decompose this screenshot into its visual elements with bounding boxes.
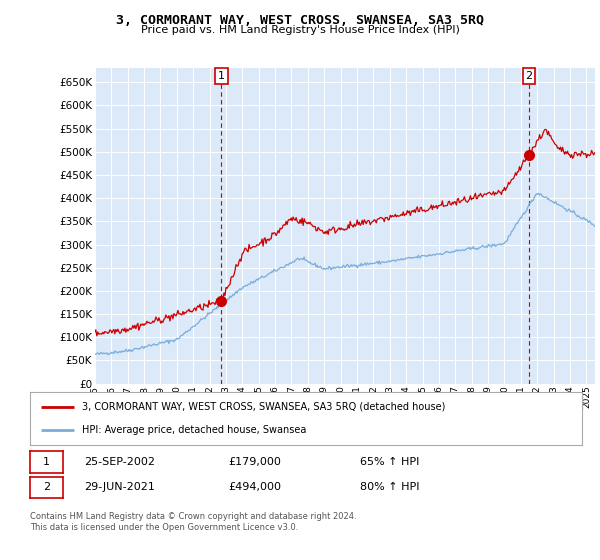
Text: 2: 2 <box>526 71 532 81</box>
Text: 65% ↑ HPI: 65% ↑ HPI <box>360 457 419 467</box>
Text: 29-JUN-2021: 29-JUN-2021 <box>84 482 155 492</box>
Text: £179,000: £179,000 <box>228 457 281 467</box>
Text: Contains HM Land Registry data © Crown copyright and database right 2024.
This d: Contains HM Land Registry data © Crown c… <box>30 512 356 532</box>
Text: £494,000: £494,000 <box>228 482 281 492</box>
Text: 3, CORMORANT WAY, WEST CROSS, SWANSEA, SA3 5RQ (detached house): 3, CORMORANT WAY, WEST CROSS, SWANSEA, S… <box>82 402 446 412</box>
Text: HPI: Average price, detached house, Swansea: HPI: Average price, detached house, Swan… <box>82 425 307 435</box>
Text: 3, CORMORANT WAY, WEST CROSS, SWANSEA, SA3 5RQ: 3, CORMORANT WAY, WEST CROSS, SWANSEA, S… <box>116 14 484 27</box>
Text: 25-SEP-2002: 25-SEP-2002 <box>84 457 155 467</box>
Text: Price paid vs. HM Land Registry's House Price Index (HPI): Price paid vs. HM Land Registry's House … <box>140 25 460 35</box>
Text: 2: 2 <box>43 482 50 492</box>
Text: 1: 1 <box>43 457 50 467</box>
Text: 1: 1 <box>218 71 225 81</box>
Text: 80% ↑ HPI: 80% ↑ HPI <box>360 482 419 492</box>
